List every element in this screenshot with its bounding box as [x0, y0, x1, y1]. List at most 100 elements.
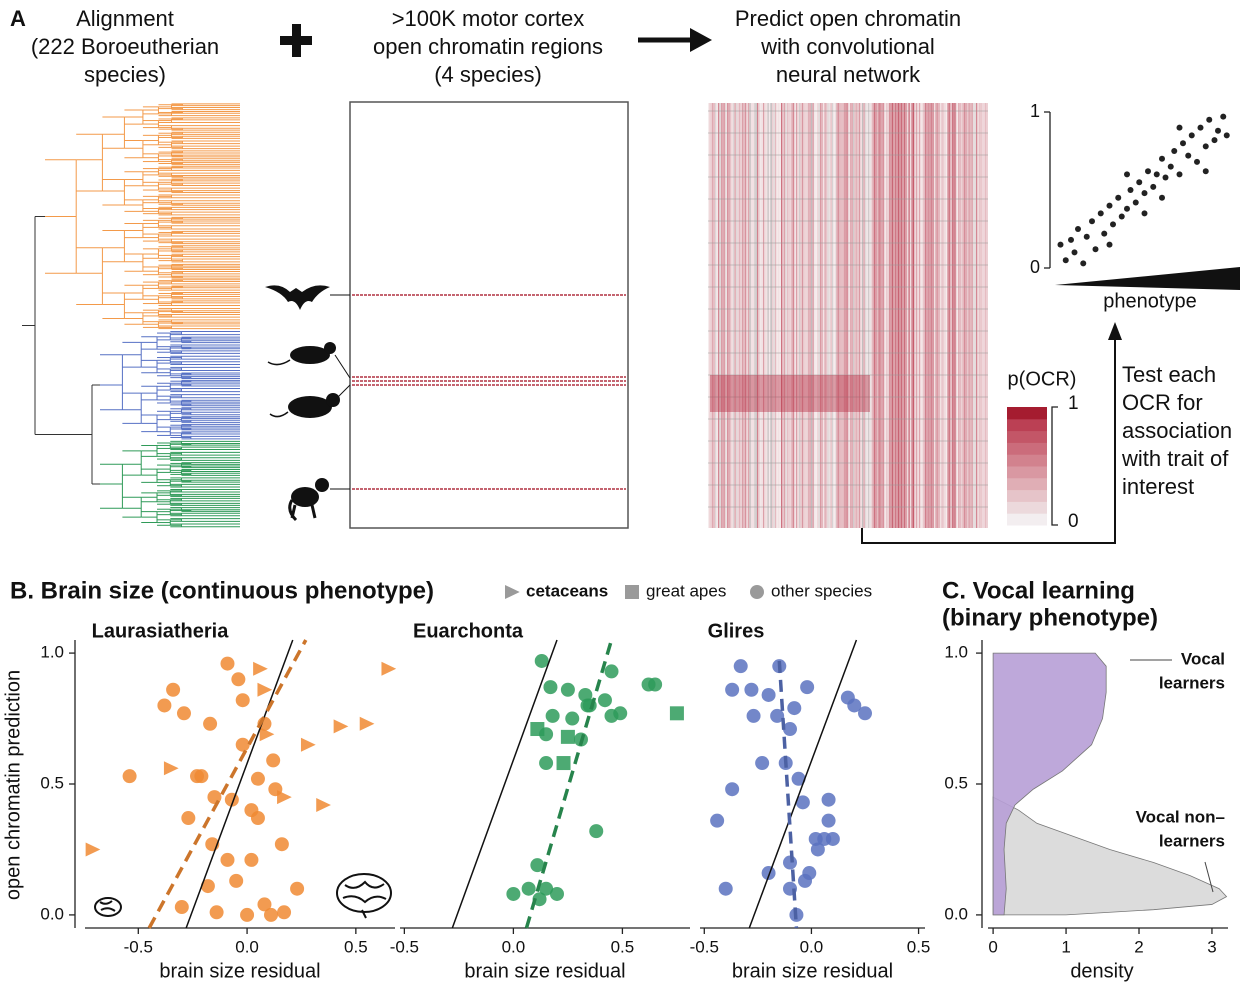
heatmap-stripe: [934, 103, 936, 528]
point: [1075, 226, 1081, 232]
point: [847, 698, 862, 713]
point: [532, 892, 547, 907]
heatmap-stripe: [887, 103, 889, 528]
heatmap-stripe: [916, 103, 918, 528]
point: [761, 866, 776, 881]
x-tick-label: -0.5: [124, 937, 153, 956]
y-tick-label: 0.5: [40, 773, 64, 792]
point: [1080, 260, 1087, 267]
heatmap-stripe: [775, 103, 777, 528]
point: [1115, 194, 1122, 201]
header-text: (222 Boroeutherian: [31, 34, 219, 59]
point: [604, 664, 619, 679]
point: [1097, 210, 1104, 217]
x-tick-label: 3: [1207, 937, 1216, 956]
point: [1057, 241, 1064, 248]
heatmap-stripe: [788, 103, 790, 528]
heatmap-stripe: [725, 103, 727, 528]
heatmap-stripe: [827, 103, 829, 528]
heatmap-stripe: [777, 103, 778, 528]
point: [266, 753, 281, 768]
x-tick-label: 0.5: [344, 937, 368, 956]
heatmap-stripe: [816, 103, 817, 528]
heatmap-stripe: [907, 103, 909, 528]
point: [530, 858, 545, 873]
point: [733, 659, 748, 674]
heatmap-stripe: [953, 103, 955, 528]
heatmap-stripe: [709, 103, 711, 528]
heatmap-stripe: [820, 103, 822, 528]
heatmap-stripe: [794, 103, 796, 528]
x-axis-label: brain size residual: [732, 960, 893, 982]
colorbar-bracket: [1051, 406, 1058, 526]
heatmap-stripe: [920, 103, 922, 528]
heatmap-stripe: [947, 103, 949, 528]
point: [795, 795, 810, 810]
point: [791, 771, 806, 786]
point: [1223, 132, 1230, 139]
point: [1194, 158, 1200, 165]
y-tick-label: 1.0: [944, 643, 968, 662]
point: [744, 682, 759, 697]
point: [787, 701, 802, 716]
heatmap-stripe: [784, 103, 786, 528]
heatmap-stripe: [761, 103, 763, 528]
heatmap-stripe: [766, 103, 768, 528]
heatmap-stripe: [941, 103, 943, 528]
point: [1145, 168, 1151, 175]
heatmap-stripe: [832, 103, 834, 528]
point: [648, 677, 663, 692]
heatmap-stripe: [803, 103, 805, 528]
reference-line: [185, 639, 294, 929]
heatmap-row: [708, 286, 988, 288]
heatmap-stripe: [957, 103, 958, 528]
point: [220, 852, 235, 867]
colorbar-tick-label: 1: [1068, 393, 1079, 414]
fit-line: [524, 639, 614, 929]
point: [1071, 249, 1078, 256]
heatmap-stripe: [896, 103, 898, 528]
point: [1185, 152, 1192, 159]
heatmap-stripe: [885, 103, 886, 528]
point: [560, 682, 575, 697]
point: [710, 813, 725, 828]
heatmap-stripe: [913, 103, 915, 528]
point: [549, 886, 564, 901]
point: [506, 886, 521, 901]
heatmap-stripe: [955, 103, 957, 528]
heatmap-stripe: [905, 103, 907, 528]
heatmap-row: [708, 308, 988, 310]
point: [1141, 190, 1148, 197]
heatmap-stripe: [817, 103, 819, 528]
colorbar-step: [1007, 454, 1047, 467]
heatmap-stripe: [901, 103, 903, 528]
colorbar-step: [1007, 477, 1047, 491]
heatmap-stripe: [979, 103, 981, 528]
heatmap-stripe: [829, 103, 831, 528]
heatmap-stripe: [967, 103, 969, 528]
heatmap-stripe: [811, 103, 813, 528]
y-tick-label: 0.0: [944, 904, 968, 923]
heatmap-stripe: [983, 103, 985, 528]
subpanel-title: Glires: [708, 620, 765, 642]
header-text: Test each: [1122, 362, 1216, 387]
point: [858, 706, 872, 721]
colorbar-step: [1007, 466, 1047, 479]
heatmap-row: [708, 132, 988, 134]
heatmap-stripe: [760, 103, 761, 528]
heatmap-stripe: [713, 103, 715, 528]
point: [1180, 140, 1186, 147]
series-label: learners: [1159, 831, 1225, 850]
heatmap-stripe: [736, 103, 738, 528]
heatmap-stripe: [778, 103, 780, 528]
heatmap-stripe: [796, 103, 798, 528]
x-axis-label: density: [1070, 960, 1133, 982]
heatmap-stripe: [908, 103, 910, 528]
heatmap-stripe: [839, 103, 841, 528]
point: [235, 737, 250, 752]
heatmap-stripe: [808, 103, 810, 528]
heatmap-stripe: [886, 103, 888, 528]
reference-line: [748, 639, 858, 929]
subpanel-title: Laurasiatheria: [92, 620, 230, 642]
heatmap-stripe: [883, 103, 885, 528]
